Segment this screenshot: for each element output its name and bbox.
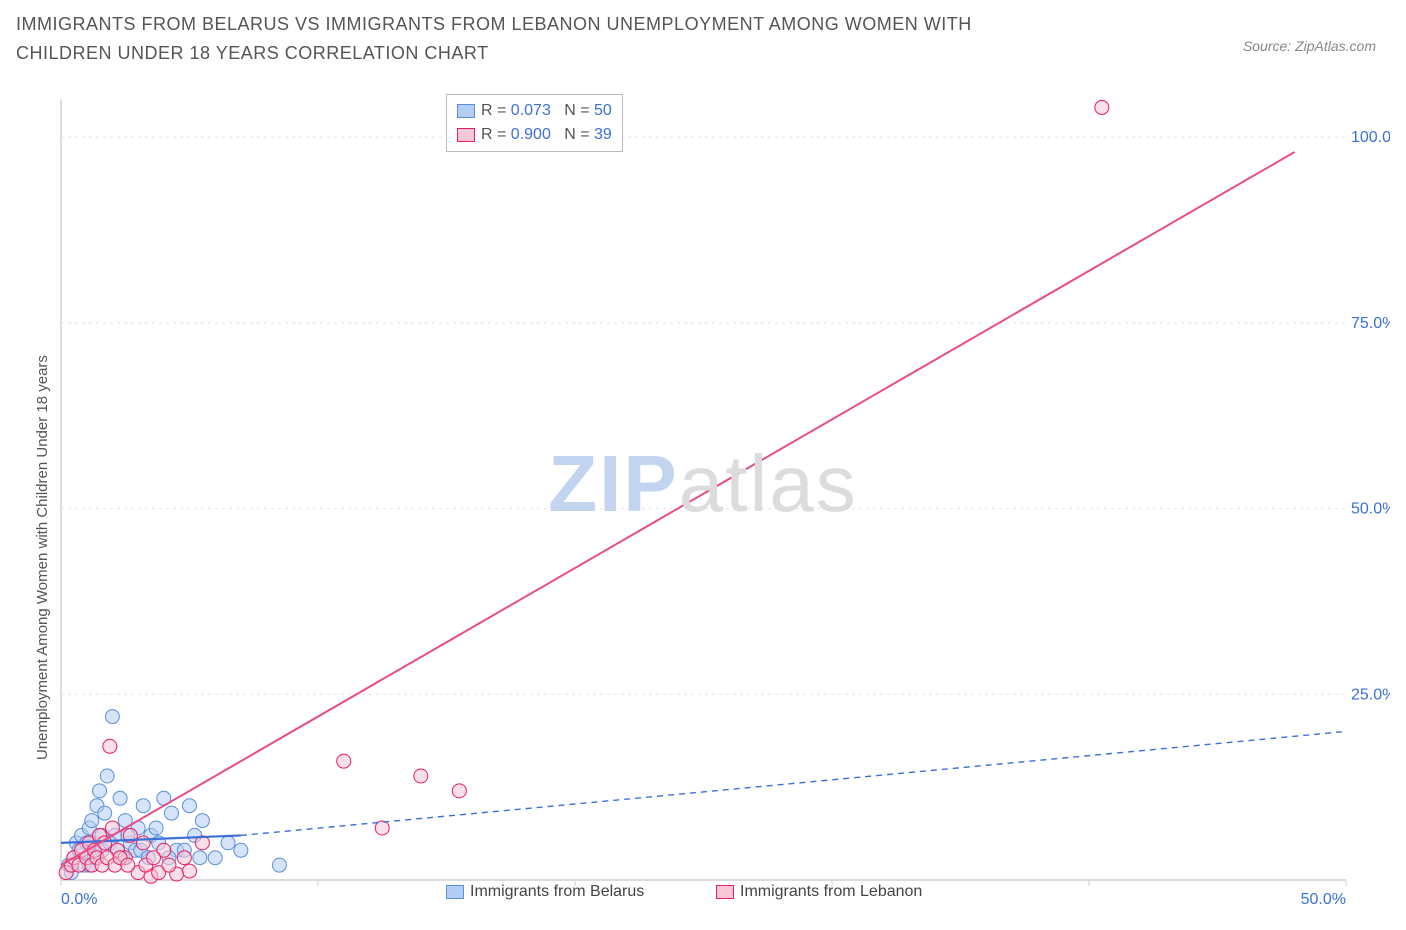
svg-text:50.0%: 50.0%	[1351, 501, 1390, 518]
svg-text:100.0%: 100.0%	[1351, 129, 1390, 146]
legend-label-lebanon: Immigrants from Lebanon	[740, 883, 922, 901]
legend-label-belarus: Immigrants from Belarus	[470, 883, 644, 901]
svg-text:50.0%: 50.0%	[1301, 891, 1346, 908]
chart-title: IMMIGRANTS FROM BELARUS VS IMMIGRANTS FR…	[16, 10, 1066, 68]
correlation-stats-box: R = 0.073 N = 50R = 0.900 N = 39	[446, 94, 623, 152]
legend-swatch-belarus	[446, 885, 464, 899]
legend-lebanon: Immigrants from Lebanon	[716, 883, 922, 901]
svg-text:25.0%: 25.0%	[1351, 686, 1390, 703]
source-text: Source: ZipAtlas.com	[1243, 38, 1376, 54]
chart-container: Unemployment Among Women with Children U…	[16, 90, 1390, 910]
svg-text:75.0%: 75.0%	[1351, 315, 1390, 332]
scatter-plot: 25.0% 50.0% 75.0% 100.0% 0.0% 50.0%	[16, 90, 1390, 910]
svg-text:0.0%: 0.0%	[61, 891, 97, 908]
legend-swatch-lebanon	[716, 885, 734, 899]
y-axis-label: Unemployment Among Women with Children U…	[34, 355, 51, 760]
legend-belarus: Immigrants from Belarus	[446, 883, 644, 901]
